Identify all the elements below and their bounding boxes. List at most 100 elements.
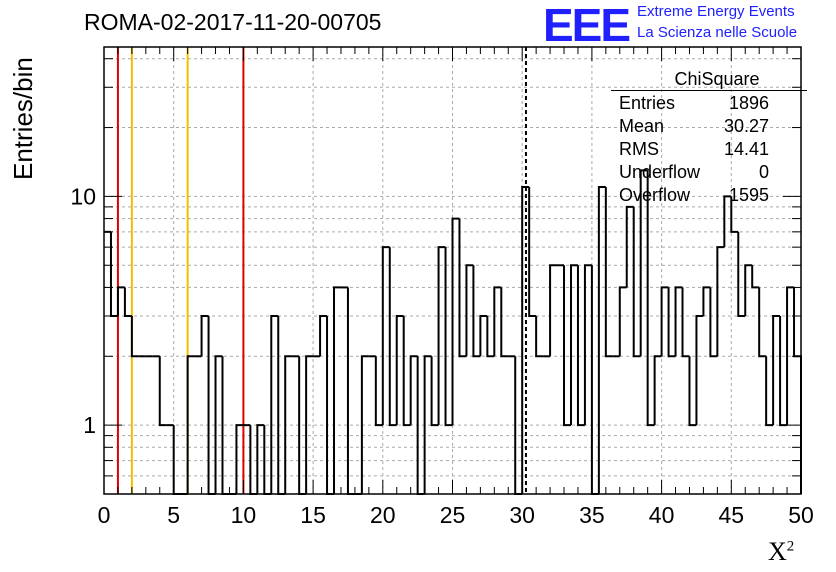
histogram-bin <box>604 186 613 358</box>
x-axis-label-superscript: 2 <box>786 538 795 555</box>
stats-divider <box>611 90 807 91</box>
axis-tick-labels: 0 5 10 15 20 25 30 35 40 45 50 1 10 <box>70 183 813 528</box>
histogram-bin <box>235 424 244 494</box>
histogram-bin <box>486 316 495 358</box>
histogram-bin <box>716 246 725 357</box>
y-tick-label: 1 <box>83 412 96 438</box>
reference-lines <box>116 47 527 494</box>
histogram-bin <box>549 264 558 357</box>
histogram-bin <box>646 170 655 427</box>
x-tick-label: 10 <box>231 502 257 528</box>
histogram-bin <box>625 205 634 288</box>
histogram-bin <box>381 246 390 426</box>
stats-value: 14.41 <box>723 139 769 159</box>
histogram-bin <box>709 287 718 358</box>
stats-value: 1595 <box>728 185 769 205</box>
histogram-bin <box>590 265 599 495</box>
histogram-bin <box>576 265 585 427</box>
x-tick-label: 35 <box>579 502 605 528</box>
histogram-bin <box>737 231 746 318</box>
histogram-bin <box>402 316 411 427</box>
histogram-bin <box>200 315 209 357</box>
histogram-bin <box>723 195 732 248</box>
histogram-bin <box>207 316 216 495</box>
histogram-bin <box>333 286 341 494</box>
x-tick-label: 20 <box>370 502 396 528</box>
histogram-bin <box>346 287 355 495</box>
histogram-bin <box>479 315 488 357</box>
histogram-bin <box>681 287 690 358</box>
histogram-bin <box>597 185 606 494</box>
stats-value: 30.27 <box>723 116 769 136</box>
x-tick-label: 15 <box>300 502 326 528</box>
histogram-bin <box>730 196 739 233</box>
stats-label: Mean <box>619 116 665 136</box>
histogram-bin <box>660 286 669 357</box>
stats-row-entries: Entries 1896 <box>611 92 807 115</box>
histogram-bin <box>326 316 335 495</box>
x-tick-label: 30 <box>509 502 535 528</box>
histogram-bin <box>569 264 578 426</box>
x-tick-label: 25 <box>440 502 466 528</box>
stats-value: 0 <box>758 162 769 182</box>
stats-title: ChiSquare <box>674 69 760 89</box>
y-axis-label: Entries/bin <box>8 57 38 180</box>
histogram-bin <box>458 218 467 358</box>
histogram-bin <box>305 355 314 494</box>
histogram-bin <box>793 287 802 494</box>
histogram-bin <box>758 287 767 358</box>
histogram-bin <box>395 315 404 426</box>
stats-value: 1896 <box>728 93 769 113</box>
stats-label: Overflow <box>619 185 691 205</box>
stats-label: RMS <box>619 139 659 159</box>
chart-title: ROMA-02-2017-11-20-00705 <box>84 9 382 35</box>
histogram-bin <box>465 264 474 357</box>
histogram-bin <box>214 355 223 494</box>
stats-label: Entries <box>619 93 676 113</box>
histogram-bin <box>639 169 648 357</box>
histogram-bin <box>695 315 704 426</box>
histogram-bin <box>667 287 676 358</box>
histogram-bin <box>130 316 139 358</box>
logo-line-1: Extreme Energy Events <box>637 3 795 20</box>
histogram-bin <box>535 316 544 358</box>
y-tick-label: 10 <box>70 183 96 209</box>
histogram-bin <box>563 265 571 427</box>
histogram-bin <box>444 247 453 427</box>
histogram-bin <box>319 315 328 357</box>
stats-row-rms: RMS 14.41 <box>611 138 807 161</box>
histogram-bin <box>158 356 167 427</box>
histogram-bin <box>186 355 195 494</box>
logo-line-2: La Scienza nelle Scuole <box>637 24 798 41</box>
histogram-bin <box>437 246 446 426</box>
histogram-bin <box>423 355 432 494</box>
histogram-bin <box>521 185 530 494</box>
x-tick-label: 45 <box>719 502 745 528</box>
stats-row-underflow: Underflow 0 <box>611 161 807 184</box>
stats-box: ChiSquare Entries 1896 Mean 30.27 RMS 14… <box>611 68 807 207</box>
histogram-bin <box>116 286 125 317</box>
histogram-bin <box>674 286 683 357</box>
histogram-bin <box>779 316 788 427</box>
histogram-bin <box>744 264 753 317</box>
histogram-bin <box>786 286 795 426</box>
histogram-bin <box>430 356 439 427</box>
histogram-bin <box>653 355 662 426</box>
histogram-bin <box>472 265 481 358</box>
histogram-bin <box>277 316 286 495</box>
stats-row-overflow: Overflow 1595 <box>611 184 807 207</box>
histogram-bin <box>702 286 711 317</box>
histogram-bin <box>451 217 460 426</box>
histogram-bin <box>583 264 592 426</box>
histogram-bin <box>500 287 509 358</box>
histogram-bin <box>688 356 697 427</box>
eee-logo: EEE <box>543 0 631 51</box>
histogram-bin <box>632 206 641 358</box>
histogram-bin <box>618 286 627 357</box>
stats-row-mean: Mean 30.27 <box>611 115 807 138</box>
histogram-bin <box>270 315 279 494</box>
histogram-bin <box>772 315 781 426</box>
x-tick-label: 0 <box>98 502 111 528</box>
x-tick-label: 40 <box>649 502 675 528</box>
